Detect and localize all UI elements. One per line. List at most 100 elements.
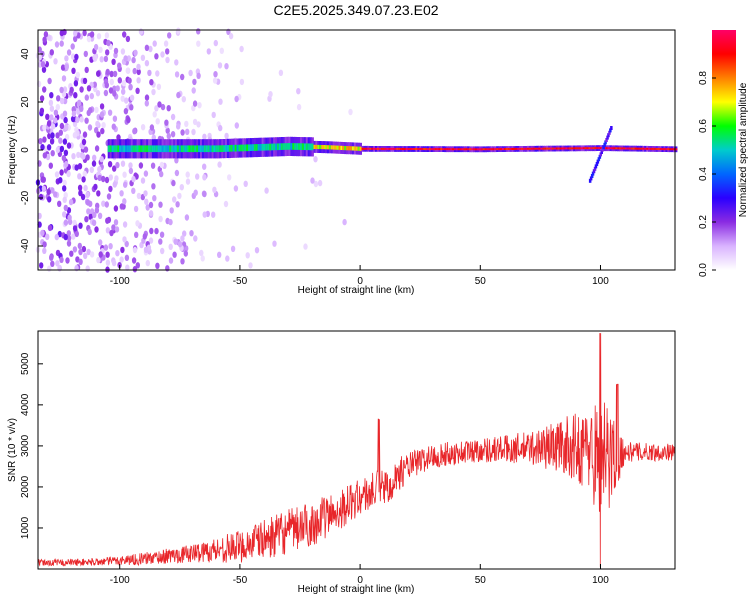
heatmap-cell (108, 87, 114, 94)
heatmap-cell (202, 163, 207, 170)
heatmap-cell (60, 64, 66, 71)
heatmap-cell (125, 35, 131, 43)
heatmap-cell (124, 254, 130, 261)
heatmap-cell (55, 260, 60, 267)
heatmap-cell (112, 85, 117, 92)
heatmap-cell (196, 72, 201, 80)
heatmap-cell (96, 256, 101, 264)
heatmap-cell (59, 169, 64, 176)
heatmap-cell (160, 247, 165, 255)
heatmap-cell (47, 77, 52, 85)
heatmap-cell (92, 211, 97, 219)
heatmap-cell (50, 123, 56, 130)
heatmap-band-core (253, 144, 257, 151)
heatmap-band-core (619, 147, 622, 150)
heatmap-y-axis-label: Frequency (Hz) (7, 116, 18, 185)
heatmap-cell (82, 29, 87, 37)
heatmap-cell (69, 250, 74, 257)
heatmap-cell (154, 227, 159, 235)
heatmap-cell (131, 175, 136, 183)
heatmap-band-core (388, 147, 391, 150)
heatmap-cell (171, 179, 176, 187)
heatmap-band-core (150, 145, 153, 153)
heatmap-band-core (607, 147, 611, 150)
heatmap-cell (42, 136, 47, 143)
heatmap-band-core (175, 145, 178, 153)
heatmap-feature-cell (598, 154, 602, 159)
heatmap-cell (169, 207, 174, 214)
heatmap-band-core (323, 145, 326, 150)
heatmap-cell (122, 236, 127, 243)
snr-y-tick-label: 5000 (20, 352, 31, 375)
heatmap-cell (317, 179, 323, 187)
heatmap-band-core (267, 143, 270, 151)
heatmap-cell (151, 183, 156, 190)
heatmap-cell (128, 167, 134, 175)
heatmap-cell (176, 91, 181, 99)
colorbar-ticks: 0.0 0.2 0.4 0.6 0.8 (698, 71, 716, 277)
heatmap-cell (77, 163, 83, 170)
heatmap-cell (233, 185, 239, 192)
heatmap-cell (46, 120, 52, 127)
heatmap-band-core (353, 146, 357, 151)
heatmap-cell (97, 174, 102, 182)
heatmap-band-core (586, 147, 589, 150)
heatmap-cell (183, 250, 188, 257)
heatmap-x-tick-label: -100 (110, 276, 130, 287)
heatmap-cell (77, 184, 83, 191)
heatmap-cell (85, 265, 90, 272)
heatmap-cell (191, 87, 196, 94)
heatmap-cell (41, 66, 47, 73)
heatmap-band-core (430, 148, 434, 151)
heatmap-cell (104, 82, 110, 89)
heatmap-band-core (509, 148, 512, 150)
heatmap-cell (158, 215, 163, 223)
heatmap-cell (212, 186, 217, 193)
heatmap-cell (37, 46, 42, 53)
heatmap-band-core (428, 148, 432, 151)
heatmap-cell (73, 80, 79, 87)
heatmap-band-core (548, 147, 551, 150)
heatmap-band-core (225, 145, 228, 152)
heatmap-cell (163, 40, 169, 47)
heatmap-cell (71, 233, 76, 240)
heatmap-y-tick-label: -40 (20, 238, 31, 253)
heatmap-cell (144, 94, 150, 101)
heatmap-band-core (136, 145, 139, 153)
heatmap-cell (70, 53, 76, 60)
heatmap-band-core (307, 143, 311, 151)
heatmap-cell (224, 62, 229, 70)
heatmap-band-core (125, 145, 128, 153)
heatmap-cell (93, 43, 99, 51)
heatmap-cell (296, 88, 301, 95)
heatmap-cell (213, 71, 218, 78)
heatmap-band-core (200, 145, 203, 153)
heatmap-cell (61, 154, 67, 162)
heatmap-cell (135, 87, 140, 95)
snr-x-tick-label: -100 (110, 575, 130, 586)
heatmap-cell (105, 217, 110, 224)
heatmap-cell (155, 262, 160, 269)
heatmap-band-core (375, 147, 378, 150)
heatmap-band-core (251, 144, 255, 151)
heatmap-cell (48, 162, 53, 169)
heatmap-cell (144, 60, 150, 67)
heatmap-cell (56, 95, 61, 102)
heatmap-cell (103, 244, 109, 251)
heatmap-band-core (269, 143, 272, 151)
heatmap-cell (135, 220, 140, 227)
heatmap-cell (143, 190, 148, 197)
heatmap-band-core (651, 147, 655, 150)
heatmap-band-core (492, 148, 495, 151)
heatmap-cell (111, 224, 116, 231)
heatmap-cell (184, 120, 189, 128)
heatmap-cell (159, 231, 165, 238)
heatmap-cell (174, 71, 180, 78)
heatmap-cell (243, 180, 248, 187)
snr-x-tick-label: 0 (357, 575, 363, 586)
heatmap-band-core (415, 148, 418, 150)
heatmap-band-core (188, 145, 191, 153)
heatmap-band-core (280, 143, 284, 150)
heatmap-cell (98, 46, 103, 53)
heatmap-cell (138, 28, 144, 35)
